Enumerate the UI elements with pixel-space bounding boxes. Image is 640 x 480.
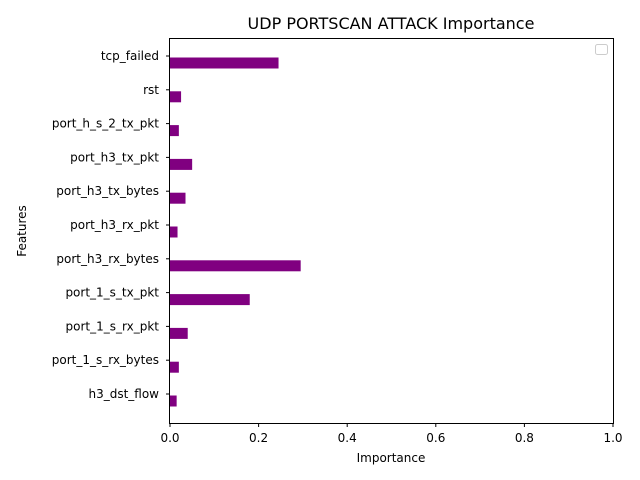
bar-port_h3_tx_pkt xyxy=(170,158,193,170)
bar-h3_dst_flow xyxy=(170,395,177,407)
chart-title: UDP PORTSCAN ATTACK Importance xyxy=(248,14,535,33)
y-tick-label: port_h3_tx_pkt xyxy=(70,150,159,164)
x-tick-label: 0.6 xyxy=(426,431,445,445)
bar-port_1_s_rx_bytes xyxy=(170,361,179,373)
y-tick-label: tcp_failed xyxy=(101,49,159,63)
bars-group xyxy=(170,57,301,407)
plot-frame xyxy=(169,38,614,424)
bar-port_h3_rx_pkt xyxy=(170,226,178,238)
bar-port_1_s_tx_pkt xyxy=(170,294,250,306)
x-tick-label: 0.0 xyxy=(160,431,179,445)
y-tick-label: port_h3_tx_bytes xyxy=(56,184,159,198)
y-tick-label: port_1_s_rx_bytes xyxy=(52,353,159,367)
bar-tcp_failed xyxy=(170,57,279,69)
x-tick-label: 0.4 xyxy=(338,431,357,445)
legend-box xyxy=(595,44,608,55)
bar-rst xyxy=(170,91,182,103)
bar-port_h3_rx_bytes xyxy=(170,260,301,272)
y-axis-title: Features xyxy=(15,205,29,257)
x-tick-label: 0.2 xyxy=(249,431,268,445)
x-tick-label: 0.8 xyxy=(515,431,534,445)
y-tick-label: port_h_s_2_tx_pkt xyxy=(52,117,159,131)
y-tick-label: port_1_s_rx_pkt xyxy=(66,319,160,333)
y-tick-label: h3_dst_flow xyxy=(88,387,159,401)
y-ticks-group: h3_dst_flow port_1_s_rx_bytes port_1_s_rx_… xyxy=(52,49,170,401)
y-tick-label: rst xyxy=(143,83,159,97)
y-tick-label: port_h3_rx_bytes xyxy=(56,252,159,266)
y-tick-label: port_h3_rx_pkt xyxy=(70,218,159,232)
bar-port_h_s_2_tx_pkt xyxy=(170,125,179,137)
x-tick-label: 1.0 xyxy=(603,431,622,445)
y-tick-label: port_1_s_tx_pkt xyxy=(65,286,159,300)
bar-port_h3_tx_bytes xyxy=(170,192,186,204)
x-ticks-group: 0.0 0.2 0.4 0.6 0.8 1.0 xyxy=(160,423,623,445)
bar-port_1_s_rx_pkt xyxy=(170,327,188,339)
x-axis-title: Importance xyxy=(357,451,426,465)
